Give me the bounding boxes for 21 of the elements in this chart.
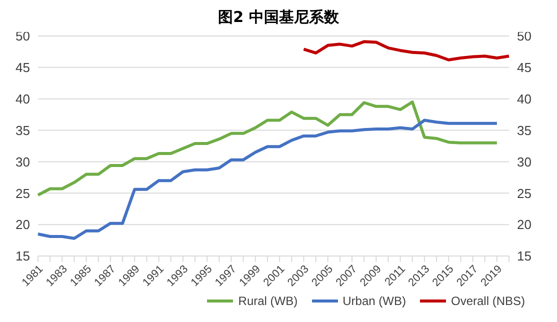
y-tick-label: 20 (16, 217, 30, 232)
y2-tick-label: 15 (517, 248, 532, 264)
line-series (302, 40, 510, 62)
legend-label: Urban (WB) (342, 294, 406, 308)
y-tick-label: 30 (16, 154, 30, 170)
y2-tick-label: 30 (517, 154, 532, 170)
y-tick-label: 15 (16, 248, 30, 264)
y-tick-label: 40 (16, 91, 30, 106)
y2-tick-label: 20 (517, 217, 532, 232)
y-tick-label: 25 (16, 186, 30, 201)
chart-title: 图2 中国基尼系数 (218, 8, 339, 26)
y-tick-label: 35 (16, 122, 30, 138)
line-series (36, 118, 498, 240)
y2-tick-label: 40 (517, 91, 532, 106)
legend-label: Overall (NBS) (450, 294, 525, 308)
line-series (36, 100, 498, 197)
y2-tick-label: 25 (517, 186, 532, 201)
y-tick-label: 45 (16, 60, 30, 76)
y2-tick-label: 35 (517, 122, 532, 138)
y2-tick-label: 45 (517, 60, 532, 76)
legend-label: Rural (WB) (238, 294, 298, 308)
